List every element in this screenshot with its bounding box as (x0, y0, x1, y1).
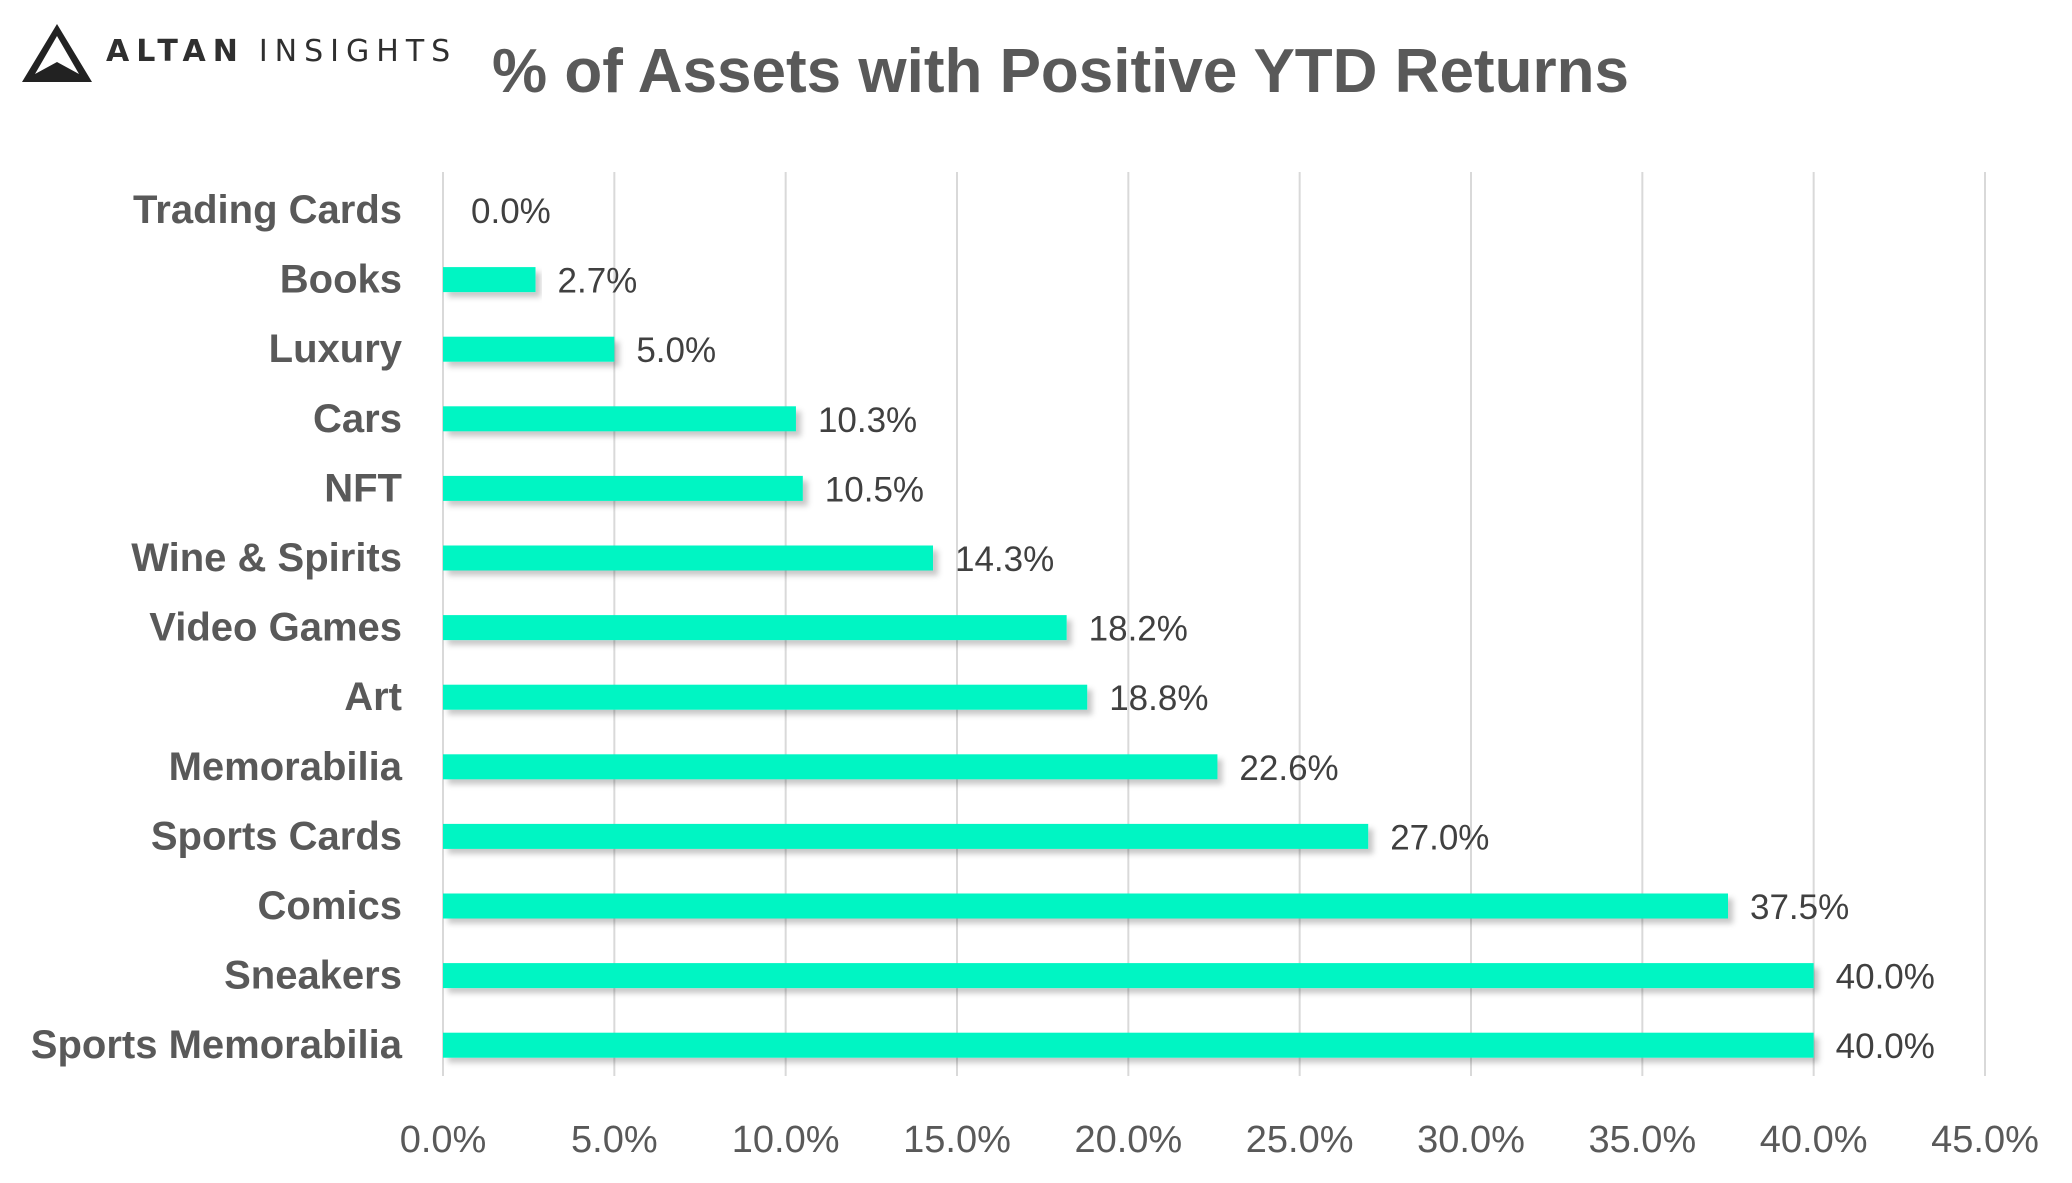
bar (443, 406, 796, 432)
x-axis-tick-label: 10.0% (732, 1119, 840, 1161)
brand-name: ALTAN INSIGHTS (106, 37, 457, 67)
x-axis-tick-label: 25.0% (1246, 1119, 1354, 1161)
data-label: 18.2% (1089, 610, 1188, 649)
x-axis-tick-label: 0.0% (400, 1119, 487, 1161)
bar (443, 267, 536, 293)
bar (443, 684, 1088, 710)
data-label: 14.3% (955, 540, 1054, 579)
data-label: 40.0% (1836, 958, 1935, 997)
data-label: 5.0% (636, 331, 716, 370)
category-label: Memorabilia (169, 745, 403, 789)
category-label: Sneakers (224, 954, 402, 998)
triangle-logo-icon (18, 18, 96, 86)
data-label: 27.0% (1390, 818, 1489, 857)
category-label: Trading Cards (133, 188, 402, 232)
category-label: Sports Cards (151, 814, 402, 858)
category-label: Wine & Spirits (131, 536, 402, 580)
category-label: NFT (324, 466, 402, 510)
category-label: Luxury (269, 327, 403, 371)
data-label: 2.7% (558, 262, 638, 301)
bar (443, 823, 1369, 849)
data-label: 10.3% (818, 401, 917, 440)
data-label: 37.5% (1750, 888, 1849, 927)
data-label: 18.8% (1109, 679, 1208, 718)
bar (443, 336, 615, 362)
x-axis-tick-label: 20.0% (1074, 1119, 1182, 1161)
data-label: 22.6% (1239, 749, 1338, 788)
bar (443, 754, 1218, 780)
bar (443, 545, 934, 571)
data-label: 40.0% (1836, 1027, 1935, 1066)
category-label: Cars (313, 397, 402, 441)
x-axis-tick-label: 5.0% (571, 1119, 658, 1161)
category-label: Sports Memorabilia (31, 1023, 403, 1067)
bar (443, 893, 1728, 919)
category-label: Video Games (149, 606, 402, 650)
category-label: Books (280, 258, 402, 302)
bar (443, 615, 1067, 641)
x-axis-tick-label: 45.0% (1931, 1119, 2039, 1161)
bar (443, 1032, 1814, 1058)
brand-secondary-text: INSIGHTS (258, 34, 458, 69)
brand-primary-text: ALTAN (106, 34, 245, 69)
x-axis-tick-label: 15.0% (903, 1119, 1011, 1161)
x-axis-tick-label: 30.0% (1417, 1119, 1525, 1161)
category-label: Art (344, 675, 402, 719)
x-axis-tick-label: 40.0% (1760, 1119, 1868, 1161)
x-axis-tick-label: 35.0% (1588, 1119, 1696, 1161)
data-label: 10.5% (825, 470, 924, 509)
bar (443, 963, 1814, 989)
category-label: Comics (258, 884, 403, 928)
data-label: 0.0% (471, 192, 551, 231)
chart-title: % of Assets with Positive YTD Returns (492, 37, 1629, 106)
bar (443, 475, 803, 501)
brand-logo: ALTAN INSIGHTS (18, 18, 457, 86)
